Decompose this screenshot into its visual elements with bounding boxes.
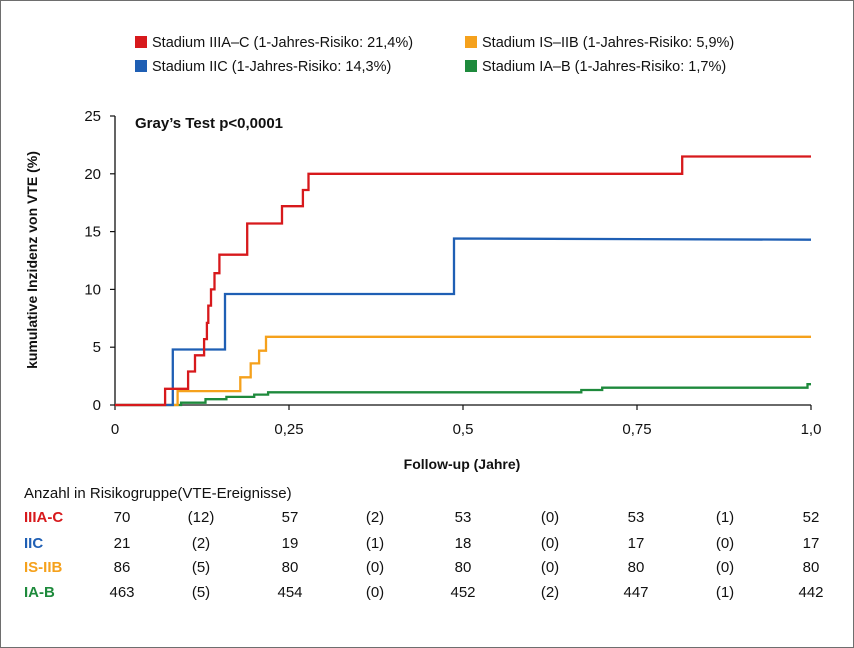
series-line-0 — [115, 155, 811, 407]
series-line-3 — [115, 383, 811, 407]
risk-table-cell: 454 — [277, 584, 303, 601]
risk-table-cell: (1) — [365, 535, 385, 552]
risk-table-row: IA-B 463 (5) 454 (0) 452 (2) 447 (1) 442 — [0, 584, 854, 606]
risk-table-cell: (0) — [365, 584, 385, 601]
risk-table-cell: 80 — [627, 559, 645, 576]
risk-table-cell: (2) — [540, 584, 560, 601]
risk-table-cell: 52 — [802, 509, 820, 526]
series-group — [115, 155, 812, 407]
risk-table-cell: 80 — [454, 559, 472, 576]
y-tick-label: 20 — [84, 166, 101, 183]
risk-table-cell: 53 — [627, 509, 645, 526]
risk-row-label: IIIA-C — [24, 509, 64, 526]
x-tick-label: 1,0 — [801, 421, 822, 438]
x-tick-label: 0 — [111, 421, 119, 438]
legend-swatch — [135, 36, 147, 48]
risk-row-label: IIC — [24, 535, 44, 552]
legend-swatch — [465, 36, 477, 48]
y-tick-label: 5 — [93, 339, 101, 356]
risk-row-label: IS-IIB — [24, 559, 63, 576]
y-axis-label: kumulative Inzidenz von VTE (%) — [24, 151, 40, 369]
risk-table-cell: (2) — [365, 509, 385, 526]
risk-table-cell: (1) — [715, 509, 735, 526]
y-tick-label: 0 — [93, 397, 101, 414]
y-tick-label: 10 — [84, 281, 101, 298]
risk-table-cell: 86 — [113, 559, 131, 576]
risk-table-cell: 53 — [454, 509, 472, 526]
risk-table-cell: 80 — [281, 559, 299, 576]
risk-table-title: Anzahl in Risikogruppe(VTE-Ereignisse) — [24, 485, 292, 502]
risk-table-cell: 18 — [454, 535, 472, 552]
axes: 0 0,25 0,5 0,75 1,0 0 5 10 15 20 25 — [84, 108, 821, 438]
grays-test-annotation: Gray’s Test p<0,0001 — [135, 115, 283, 132]
risk-table-cell: 57 — [281, 509, 299, 526]
risk-table-cell: 70 — [113, 509, 131, 526]
legend: Stadium IIIA–C (1-Jahres-Risiko: 21,4%) S… — [135, 35, 734, 75]
x-axis-label: Follow-up (Jahre) — [404, 456, 521, 472]
risk-table-cell: (0) — [540, 559, 560, 576]
legend-swatch — [135, 60, 147, 72]
risk-table-cell: (0) — [715, 559, 735, 576]
risk-table-row: IIIA-C 70 (12) 57 (2) 53 (0) 53 (1) 52 — [0, 509, 854, 531]
risk-table-cell: 17 — [627, 535, 645, 552]
x-tick-label: 0,5 — [453, 421, 474, 438]
legend-label: Stadium IA–B (1-Jahres-Risiko: 1,7%) — [482, 59, 726, 75]
legend-label: Stadium IIC (1-Jahres-Risiko: 14,3%) — [152, 59, 391, 75]
risk-table-cell: 17 — [802, 535, 820, 552]
risk-table-cell: (5) — [191, 559, 211, 576]
risk-row-label: IA-B — [24, 584, 55, 601]
risk-table-cell: 80 — [802, 559, 820, 576]
risk-table-cell: 21 — [113, 535, 131, 552]
y-tick-label: 25 — [84, 108, 101, 125]
legend-label: Stadium IS–IIB (1-Jahres-Risiko: 5,9%) — [482, 35, 734, 51]
risk-table-cell: 463 — [109, 584, 135, 601]
legend-label: Stadium IIIA–C (1-Jahres-Risiko: 21,4%) — [152, 35, 413, 51]
risk-table-cell: 447 — [623, 584, 649, 601]
risk-table-cell: (1) — [715, 584, 735, 601]
risk-table-cell: 452 — [450, 584, 476, 601]
risk-table-row: IS-IIB 86 (5) 80 (0) 80 (0) 80 (0) 80 — [0, 559, 854, 581]
series-line-2 — [115, 335, 811, 407]
x-tick-label: 0,25 — [274, 421, 303, 438]
legend-swatch — [465, 60, 477, 72]
x-tick-label: 0,75 — [622, 421, 651, 438]
risk-table-row: IIC 21 (2) 19 (1) 18 (0) 17 (0) 17 — [0, 535, 854, 557]
risk-table-cell: (2) — [191, 535, 211, 552]
y-tick-label: 15 — [84, 224, 101, 241]
risk-table-cell: (0) — [365, 559, 385, 576]
risk-table-cell: (5) — [191, 584, 211, 601]
risk-table-cell: 19 — [281, 535, 299, 552]
risk-table-cell: (0) — [715, 535, 735, 552]
risk-table-cell: (0) — [540, 535, 560, 552]
vte-incidence-chart: Stadium IIIA–C (1-Jahres-Risiko: 21,4%) S… — [24, 35, 821, 472]
risk-table-cell: (12) — [187, 509, 215, 526]
risk-table-cell: 442 — [798, 584, 824, 601]
series-line-1 — [115, 237, 812, 407]
risk-table-cell: (0) — [540, 509, 560, 526]
